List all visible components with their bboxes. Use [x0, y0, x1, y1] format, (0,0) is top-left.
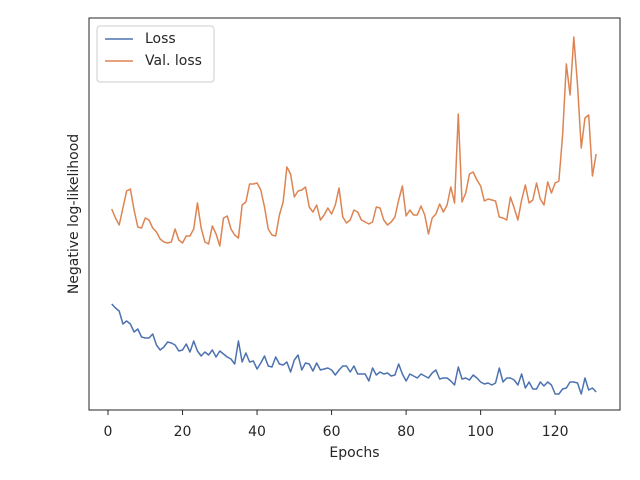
legend-label: Val. loss: [145, 53, 202, 69]
x-axis-label: Epochs: [329, 445, 379, 461]
x-tick-label: 120: [542, 424, 569, 440]
legend-box: [96, 25, 215, 83]
series-line: [111, 36, 597, 247]
plot-frame: [88, 17, 621, 411]
x-tick-label: 40: [248, 424, 266, 440]
legend-label: Loss: [145, 31, 176, 47]
x-tick-label: 60: [323, 424, 341, 440]
x-tick-label: 80: [397, 424, 415, 440]
x-tick-label: 20: [174, 424, 192, 440]
y-axis-label: Negative log-likelihood: [66, 134, 82, 294]
x-tick-label: 100: [467, 424, 494, 440]
series-line: [111, 303, 597, 395]
x-tick-label: 0: [104, 424, 113, 440]
